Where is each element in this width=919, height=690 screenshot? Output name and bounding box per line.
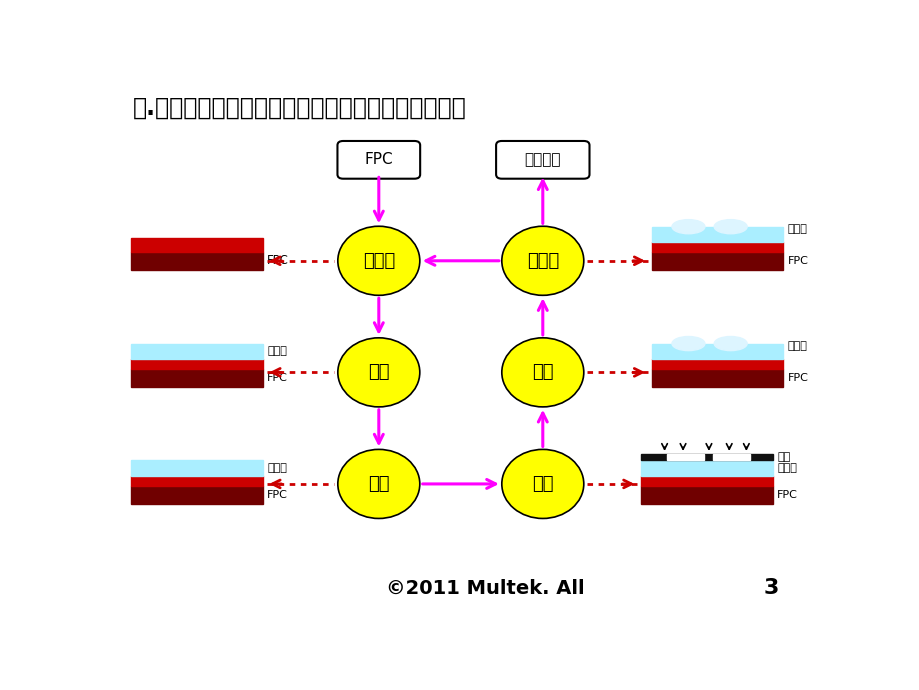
Text: 后固化: 后固化 (526, 252, 559, 270)
Ellipse shape (337, 226, 419, 295)
Bar (651, 241, 783, 252)
Ellipse shape (501, 226, 584, 295)
Ellipse shape (671, 337, 704, 351)
Text: FPC: FPC (364, 152, 392, 168)
Ellipse shape (713, 219, 746, 234)
FancyBboxPatch shape (495, 141, 589, 179)
Ellipse shape (337, 449, 419, 518)
Bar (651, 359, 783, 368)
Bar (641, 486, 772, 504)
Ellipse shape (501, 338, 584, 407)
Bar (641, 455, 772, 460)
Text: 阻焊油: 阻焊油 (267, 463, 287, 473)
Text: FPC: FPC (267, 373, 288, 383)
Text: 二.阻焊油墨图形转移过程介绍（单面丝印绿油为例）: 二.阻焊油墨图形转移过程介绍（单面丝印绿油为例） (132, 96, 466, 120)
Text: 阻焊油: 阻焊油 (267, 346, 287, 356)
Bar (666, 455, 703, 460)
Text: FPC: FPC (777, 490, 797, 500)
Text: ©2011 Multek. All: ©2011 Multek. All (386, 579, 584, 598)
Bar (651, 344, 783, 359)
Text: 阻焊油: 阻焊油 (777, 463, 796, 473)
Text: 显影: 显影 (531, 364, 553, 382)
Text: 完成图形: 完成图形 (524, 152, 561, 168)
Bar (651, 252, 783, 270)
Bar (130, 368, 263, 387)
Text: 菲林: 菲林 (777, 453, 789, 462)
Text: FPC: FPC (267, 490, 288, 500)
Bar (130, 252, 263, 270)
Text: FPC: FPC (787, 373, 808, 383)
FancyBboxPatch shape (337, 141, 420, 179)
Bar (651, 227, 783, 242)
Bar (712, 455, 750, 460)
Text: 阻焊油: 阻焊油 (787, 341, 807, 351)
Ellipse shape (713, 337, 746, 351)
Bar (130, 475, 263, 486)
Bar (641, 460, 772, 475)
Bar (641, 475, 772, 486)
Text: FPC: FPC (787, 256, 808, 266)
Text: 前处理: 前处理 (362, 252, 394, 270)
Bar (130, 238, 263, 252)
Text: 预焗: 预焗 (368, 475, 389, 493)
Ellipse shape (671, 219, 704, 234)
Bar (651, 368, 783, 387)
Bar (130, 460, 263, 475)
Bar (130, 344, 263, 359)
Text: 曝光: 曝光 (531, 475, 553, 493)
Text: FPC: FPC (267, 255, 289, 268)
Text: 丝印: 丝印 (368, 364, 389, 382)
Text: 3: 3 (763, 578, 777, 598)
Text: 阻焊油: 阻焊油 (787, 224, 807, 234)
Ellipse shape (337, 338, 419, 407)
Ellipse shape (501, 449, 584, 518)
Bar (130, 359, 263, 368)
Bar (130, 486, 263, 504)
